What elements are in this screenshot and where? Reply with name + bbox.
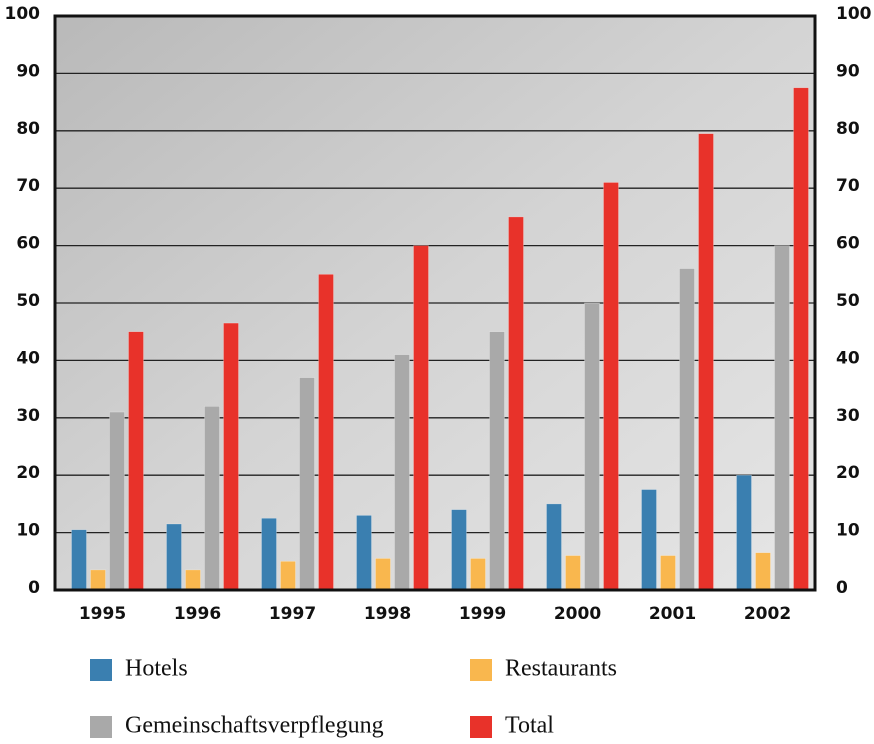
legend-label: Total (505, 713, 554, 739)
bar (90, 569, 106, 591)
bar (546, 503, 562, 591)
bar (508, 216, 524, 591)
x-tick-label: 1998 (364, 604, 411, 624)
bar (413, 245, 429, 591)
bar (394, 354, 410, 591)
bar (299, 377, 315, 591)
bar (318, 273, 334, 591)
bar (660, 555, 676, 591)
bar (451, 509, 467, 591)
bar (641, 489, 657, 591)
x-tick-label: 2001 (649, 604, 696, 624)
y2-tick-label: 80 (836, 119, 860, 139)
y-tick-label: 70 (16, 176, 40, 196)
bar (375, 558, 391, 591)
y2-tick-label: 60 (836, 234, 860, 254)
y2-tick-label: 50 (836, 291, 860, 311)
x-tick-label: 2000 (554, 604, 601, 624)
bar (584, 302, 600, 591)
plot-border (53, 14, 817, 592)
legend-swatch (470, 659, 492, 681)
y2-tick-label: 40 (836, 348, 860, 368)
bar (565, 555, 581, 591)
legend-label: Gemeinschaftsverpflegung (125, 713, 384, 739)
y-tick-label: 40 (16, 348, 40, 368)
y-tick-label: 0 (28, 578, 40, 598)
x-tick-label: 2002 (744, 604, 791, 624)
x-tick-label: 1999 (459, 604, 506, 624)
bar (774, 245, 790, 591)
y-tick-label: 30 (16, 406, 40, 426)
bar (223, 322, 239, 591)
y2-tick-label: 70 (836, 176, 860, 196)
bar (280, 560, 296, 591)
y-tick-label: 90 (16, 61, 40, 81)
y-tick-label: 60 (16, 234, 40, 254)
x-tick-label: 1996 (174, 604, 221, 624)
bar (128, 331, 144, 591)
y2-tick-label: 0 (836, 578, 848, 598)
bar (698, 133, 714, 591)
x-tick-label: 1997 (269, 604, 316, 624)
y2-tick-label: 100 (836, 4, 872, 24)
y2-tick-label: 10 (836, 521, 860, 541)
legend-label: Restaurants (505, 656, 617, 682)
y-tick-label: 50 (16, 291, 40, 311)
legend-swatch (90, 659, 112, 681)
bar (185, 569, 201, 591)
y-tick-label: 20 (16, 463, 40, 483)
bar (356, 515, 372, 591)
bar (679, 268, 695, 591)
y2-tick-label: 30 (836, 406, 860, 426)
bar (793, 87, 809, 591)
bar (204, 406, 220, 591)
bar (755, 552, 771, 591)
y2-tick-label: 20 (836, 463, 860, 483)
y-tick-label: 10 (16, 521, 40, 541)
y-tick-label: 80 (16, 119, 40, 139)
bar (470, 558, 486, 591)
legend-swatch (90, 716, 112, 738)
bar (71, 529, 87, 591)
bar (166, 523, 182, 591)
bar (109, 411, 125, 591)
bar (603, 182, 619, 591)
x-tick-label: 1995 (79, 604, 126, 624)
legend-label: Hotels (125, 656, 188, 682)
legend-swatch (470, 716, 492, 738)
y2-tick-label: 90 (836, 61, 860, 81)
bar (261, 517, 277, 591)
bar (489, 331, 505, 591)
y-tick-label: 100 (5, 4, 41, 24)
bar (736, 474, 752, 591)
